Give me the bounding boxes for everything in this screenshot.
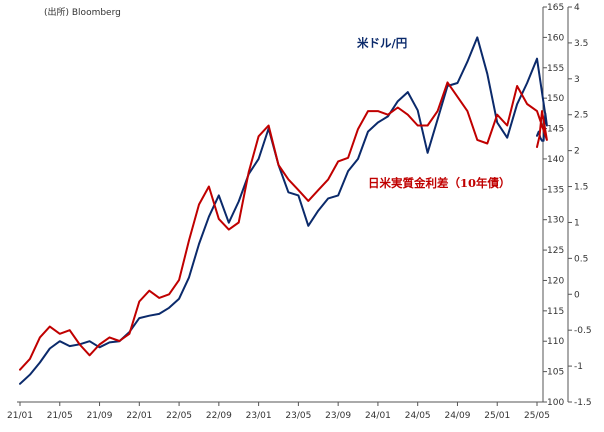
x-tick-label: 25/01 xyxy=(484,411,510,421)
x-tick-label: 22/01 xyxy=(126,411,152,421)
x-tick-label: 25/05 xyxy=(524,411,550,421)
axes-group: 21/01 21/05 21/09 22/01 22/05 22/09 23/01 23/05… xyxy=(7,3,592,421)
right-tick-label: 1 xyxy=(574,218,580,228)
left-tick-label: 140 xyxy=(547,155,564,165)
left-tick-label: 100 xyxy=(547,398,564,408)
left-tick-label: 155 xyxy=(547,64,564,74)
left-tick-label: 120 xyxy=(547,276,564,286)
x-tick-label: 21/05 xyxy=(47,411,73,421)
right-tick-label: -1 xyxy=(574,362,583,372)
left-tick-label: 150 xyxy=(547,94,564,104)
x-tick-label: 24/05 xyxy=(405,411,431,421)
left-tick-label: 135 xyxy=(547,185,564,195)
left-tick-label: 125 xyxy=(547,246,564,256)
source-label: (出所) Bloomberg xyxy=(44,6,121,18)
series-label-rate-diff: 日米実質金利差（10年債） xyxy=(368,176,511,190)
series-label-usdjpy: 米ドル/円 xyxy=(356,36,407,50)
series-group xyxy=(19,36,548,385)
series-line-rate-diff xyxy=(19,81,548,371)
right-tick-label: 3.5 xyxy=(574,39,588,49)
left-tick-label: 130 xyxy=(547,216,564,226)
x-tick-label: 21/09 xyxy=(87,411,113,421)
x-tick-label: 22/09 xyxy=(206,411,232,421)
right-tick-label: 0.5 xyxy=(574,254,588,264)
left-tick-label: 115 xyxy=(547,307,564,317)
left-tick-label: 105 xyxy=(547,368,564,378)
x-tick-label: 23/01 xyxy=(246,411,272,421)
x-tick-label: 22/05 xyxy=(166,411,192,421)
right-tick-label: 0 xyxy=(574,290,580,300)
x-tick-label: 24/01 xyxy=(365,411,391,421)
x-tick-label: 24/09 xyxy=(444,411,470,421)
left-tick-label: 165 xyxy=(547,3,564,13)
series-line-usdjpy xyxy=(19,36,548,385)
right-tick-label: 4 xyxy=(574,3,580,13)
right-tick-label: 1.5 xyxy=(574,183,588,193)
x-tick-label: 21/01 xyxy=(7,411,33,421)
x-tick-label: 23/05 xyxy=(285,411,311,421)
left-tick-label: 145 xyxy=(547,125,564,135)
left-tick-label: 110 xyxy=(547,337,564,347)
right-tick-label: 2 xyxy=(574,147,580,157)
right-tick-label: -1.5 xyxy=(574,398,592,408)
left-tick-label: 160 xyxy=(547,33,564,43)
right-tick-label: 2.5 xyxy=(574,111,588,121)
right-tick-label: 3 xyxy=(574,75,580,85)
right-tick-label: -0.5 xyxy=(574,326,592,336)
x-tick-label: 23/09 xyxy=(325,411,351,421)
